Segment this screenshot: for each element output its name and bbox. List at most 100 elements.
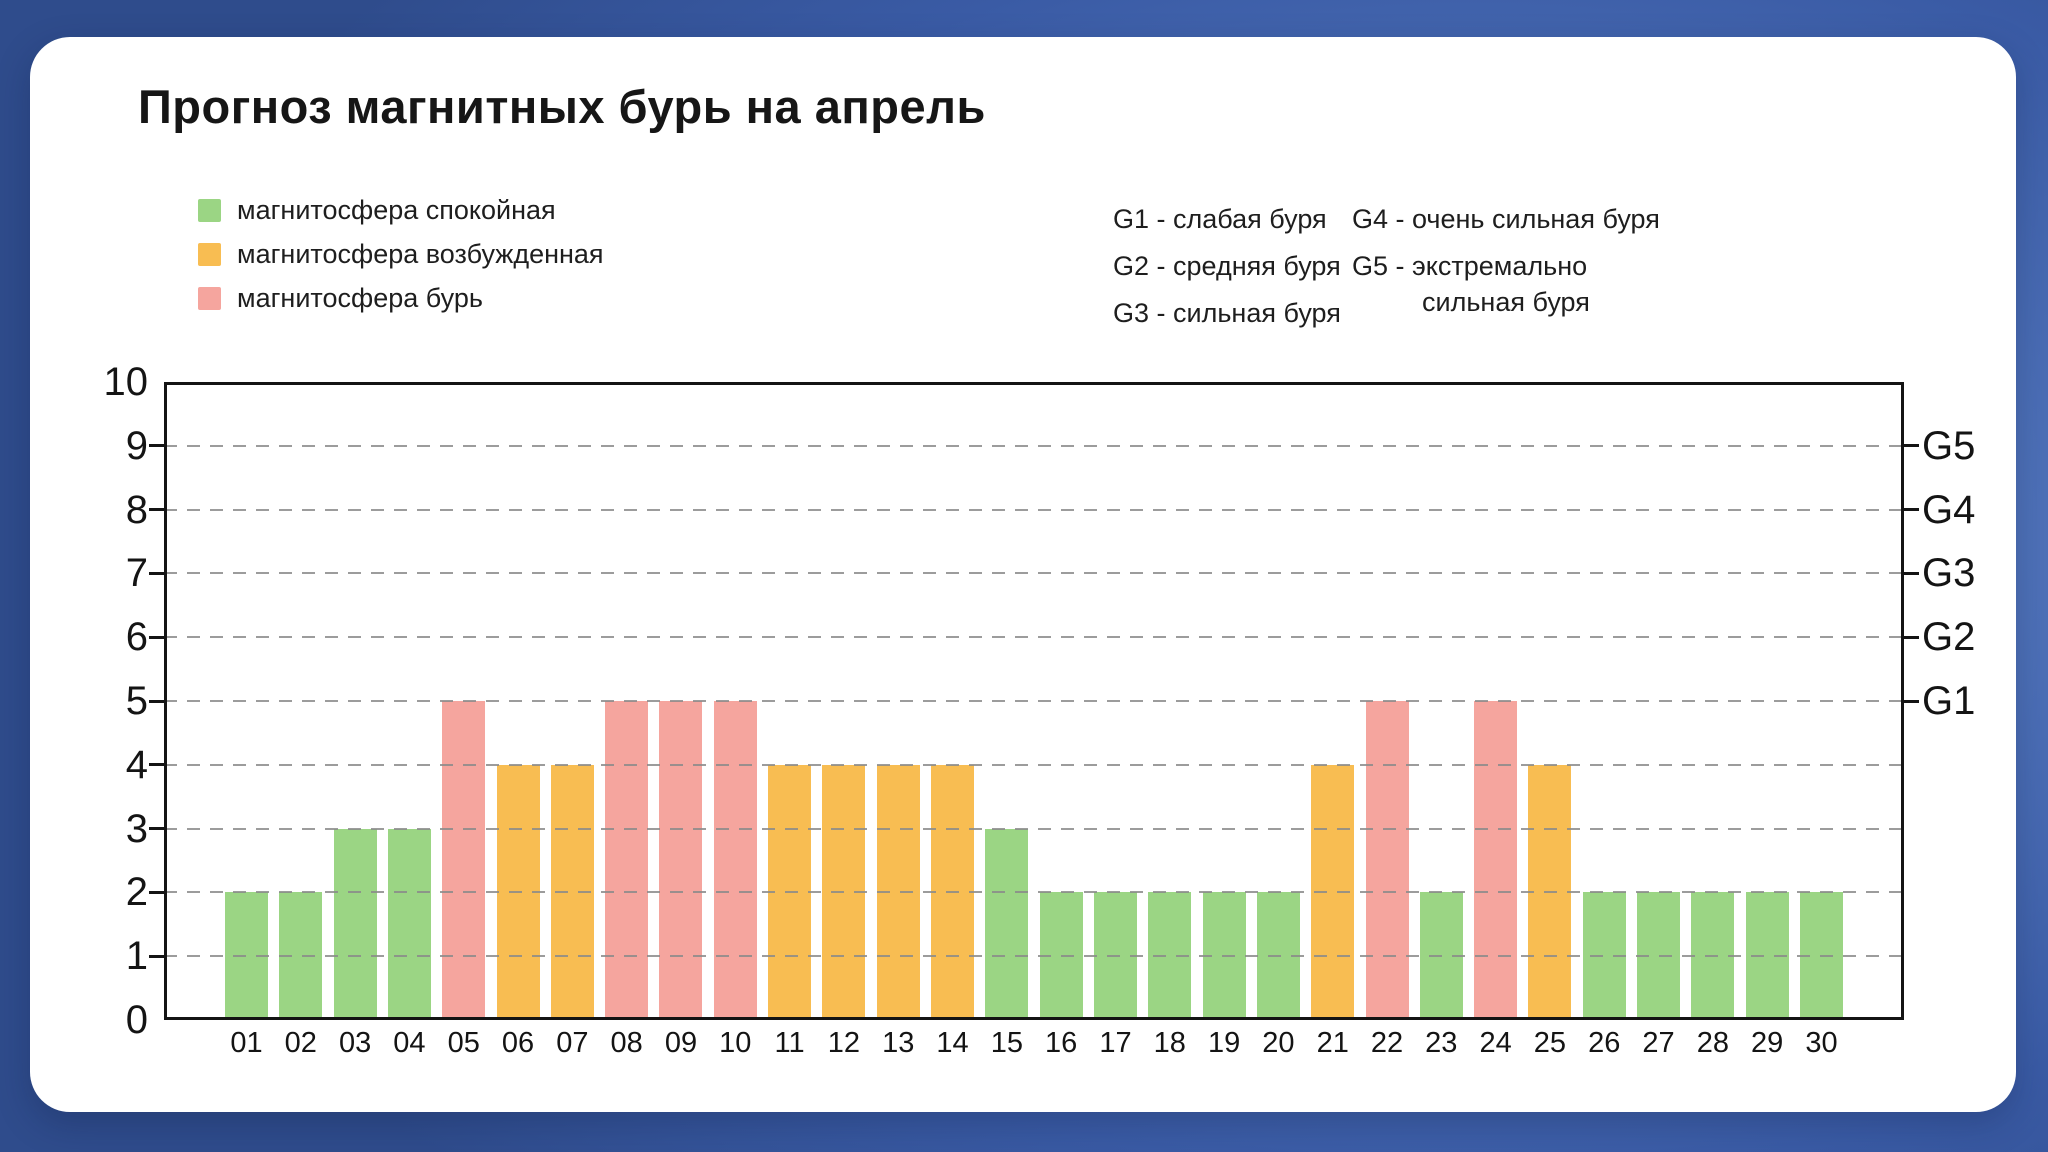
right-axis-tick-G1 <box>1904 699 1919 703</box>
legend-item-storm: магнитосфера бурь <box>198 283 604 313</box>
right-axis-tick-G2 <box>1904 635 1919 639</box>
x-tick-label-09: 09 <box>664 1027 698 1059</box>
x-tick-label-24: 24 <box>1479 1027 1512 1059</box>
legend-item-calm: магнитосфера спокойная <box>198 195 604 225</box>
bar-day-05 <box>442 701 486 1020</box>
y-tick-label-6: 6 <box>125 615 148 660</box>
y-tick-label-3: 3 <box>125 806 148 851</box>
y-axis-tick-4 <box>149 763 164 767</box>
x-tick-label-26: 26 <box>1588 1027 1621 1059</box>
legend-swatch-calm <box>198 199 221 222</box>
storm-scale-g5-line2: сильная буря <box>1422 287 1590 317</box>
y-axis-tick-1 <box>149 954 164 958</box>
right-axis-label-G2: G2 <box>1922 615 1976 660</box>
page-title: Прогноз магнитных бурь на апрель <box>138 80 986 133</box>
chart-legend: магнитосфера спокойная магнитосфера возб… <box>198 195 604 313</box>
x-tick-label-16: 16 <box>1045 1027 1078 1059</box>
y-tick-label-9: 9 <box>125 423 148 468</box>
y-axis-tick-2 <box>149 890 164 894</box>
bar-day-24 <box>1474 701 1518 1020</box>
y-axis-tick-3 <box>149 827 164 831</box>
bar-day-15 <box>985 828 1029 1020</box>
grid-line-3 <box>164 827 1904 830</box>
x-tick-label-21: 21 <box>1316 1027 1349 1059</box>
x-tick-label-20: 20 <box>1262 1027 1295 1059</box>
x-tick-label-19: 19 <box>1207 1027 1241 1059</box>
right-axis-label-G4: G4 <box>1922 487 1976 532</box>
x-tick-label-17: 17 <box>1099 1027 1132 1059</box>
x-tick-label-15: 15 <box>990 1027 1023 1059</box>
bar-day-22 <box>1365 701 1409 1020</box>
x-tick-label-13: 13 <box>882 1027 915 1059</box>
x-tick-label-08: 08 <box>610 1027 643 1059</box>
storm-scale-column-2: G4 - очень сильная буря G5 - экстремальн… <box>1352 204 1660 334</box>
plot-area <box>164 382 1904 1020</box>
grid-line-6 <box>164 636 1904 639</box>
bar-day-08 <box>605 701 649 1020</box>
chart-card: Прогноз магнитных бурь на апрель магнито… <box>30 37 2016 1112</box>
legend-swatch-storm <box>198 287 221 310</box>
x-tick-label-02: 02 <box>284 1027 317 1059</box>
y-tick-label-2: 2 <box>125 870 148 915</box>
grid-line-5 <box>164 700 1904 702</box>
grid-line-7 <box>164 572 1904 575</box>
x-tick-label-07: 07 <box>556 1027 589 1059</box>
right-axis-label-G5: G5 <box>1922 423 1976 468</box>
y-tick-label-5: 5 <box>125 679 148 723</box>
x-tick-label-28: 28 <box>1696 1027 1730 1059</box>
right-axis-tick-G4 <box>1904 508 1919 512</box>
storm-scale-column-1: G1 - слабая буря G2 - средняя буря G3 - … <box>1113 204 1341 345</box>
storm-scale-g5-line1: G5 - экстремально <box>1352 251 1588 281</box>
bar-day-04 <box>387 828 431 1020</box>
x-tick-label-30: 30 <box>1805 1027 1838 1059</box>
y-axis-tick-5 <box>149 699 164 703</box>
x-tick-label-04: 04 <box>393 1027 426 1059</box>
storm-scale-g1: G1 - слабая буря <box>1113 204 1327 234</box>
x-tick-label-03: 03 <box>338 1027 372 1059</box>
grid-line-9 <box>164 444 1904 447</box>
x-tick-label-06: 06 <box>501 1027 535 1059</box>
x-tick-label-05: 05 <box>447 1027 480 1059</box>
storm-scale-g3: G3 - сильная буря <box>1113 298 1341 328</box>
grid-line-2 <box>164 891 1904 894</box>
y-axis-tick-9 <box>149 444 164 448</box>
y-tick-label-4: 4 <box>125 742 148 787</box>
y-tick-label-1: 1 <box>125 934 148 979</box>
legend-label-excited: магнитосфера возбужденная <box>237 239 604 269</box>
bar-day-03 <box>333 828 377 1020</box>
right-axis-tick-G5 <box>1904 444 1919 448</box>
y-tick-label-10: 10 <box>103 360 149 404</box>
x-tick-label-23: 23 <box>1425 1027 1458 1059</box>
x-tick-label-14: 14 <box>936 1027 969 1059</box>
right-axis-label-G1: G1 <box>1922 679 1976 723</box>
y-axis-tick-6 <box>149 635 164 639</box>
legend-swatch-excited <box>198 243 221 266</box>
legend-label-calm: магнитосфера спокойная <box>237 195 556 225</box>
grid-line-1 <box>164 955 1904 958</box>
x-tick-label-22: 22 <box>1370 1027 1404 1059</box>
storm-scale-g2: G2 - средняя буря <box>1113 251 1341 281</box>
storm-scale-g4: G4 - очень сильная буря <box>1352 204 1660 234</box>
y-tick-label-7: 7 <box>125 551 148 596</box>
bar-day-09 <box>659 701 703 1020</box>
x-tick-label-18: 18 <box>1153 1027 1186 1059</box>
bar-day-10 <box>713 701 757 1020</box>
grid-line-8 <box>164 508 1904 511</box>
x-tick-label-29: 29 <box>1751 1027 1784 1059</box>
x-tick-label-12: 12 <box>827 1027 861 1059</box>
legend-item-excited: магнитосфера возбужденная <box>198 239 604 269</box>
right-axis-label-G3: G3 <box>1922 551 1976 596</box>
x-tick-label-25: 25 <box>1533 1027 1567 1059</box>
y-axis-tick-8 <box>149 508 164 512</box>
x-tick-label-10: 10 <box>719 1027 752 1059</box>
x-tick-label-11: 11 <box>774 1027 805 1059</box>
legend-label-storm: магнитосфера бурь <box>237 283 483 313</box>
x-tick-label-27: 27 <box>1642 1027 1675 1059</box>
y-axis-tick-7 <box>149 571 164 575</box>
x-tick-label-01: 01 <box>230 1027 263 1059</box>
grid-line-4 <box>164 763 1904 766</box>
y-tick-label-0: 0 <box>125 998 148 1042</box>
right-axis-tick-G3 <box>1904 571 1919 575</box>
y-tick-label-8: 8 <box>125 487 148 532</box>
